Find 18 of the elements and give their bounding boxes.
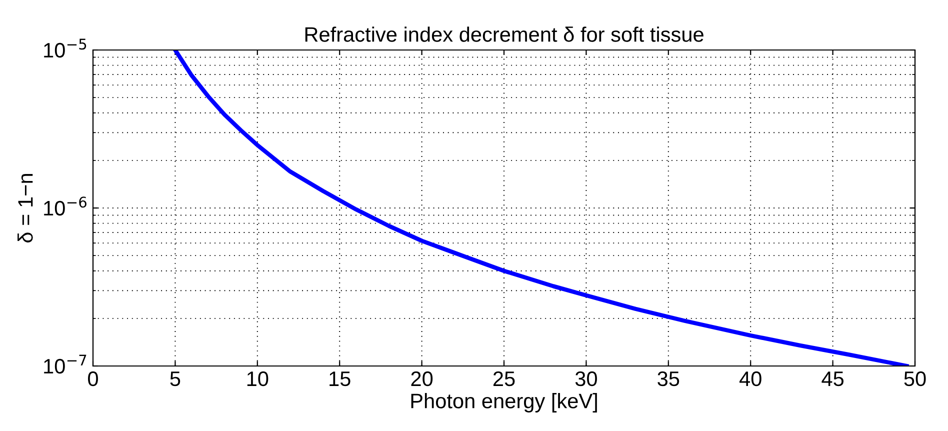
x-tick-label: 15: [330, 372, 350, 386]
line-series: [173, 50, 909, 366]
x-tick-label: 10: [247, 371, 268, 386]
y-tick-label: 10$^{−7}$: [44, 354, 86, 374]
x-tick-label: 20: [411, 371, 433, 386]
x-tick-label: 40: [739, 371, 762, 386]
x-axis-title: Photon energy [keV]: [411, 393, 597, 412]
x-tick-label: 35: [658, 371, 680, 386]
x-tick-label: 45: [822, 372, 844, 386]
x-tick-label: 0: [88, 371, 98, 386]
x-tick-label: 5: [170, 372, 180, 386]
y-axis-title: δ = 1−n: [18, 174, 33, 242]
y-tick-label: 10$^{−5}$: [44, 38, 86, 58]
x-tick-label: 25: [493, 371, 515, 386]
x-tick-label: 30: [575, 371, 597, 386]
x-tick-label: 50: [904, 371, 926, 386]
chart-title: Refractive index decrement δ for soft tissue: [305, 26, 704, 42]
y-tick-label: 10$^{−6}$: [44, 196, 86, 216]
